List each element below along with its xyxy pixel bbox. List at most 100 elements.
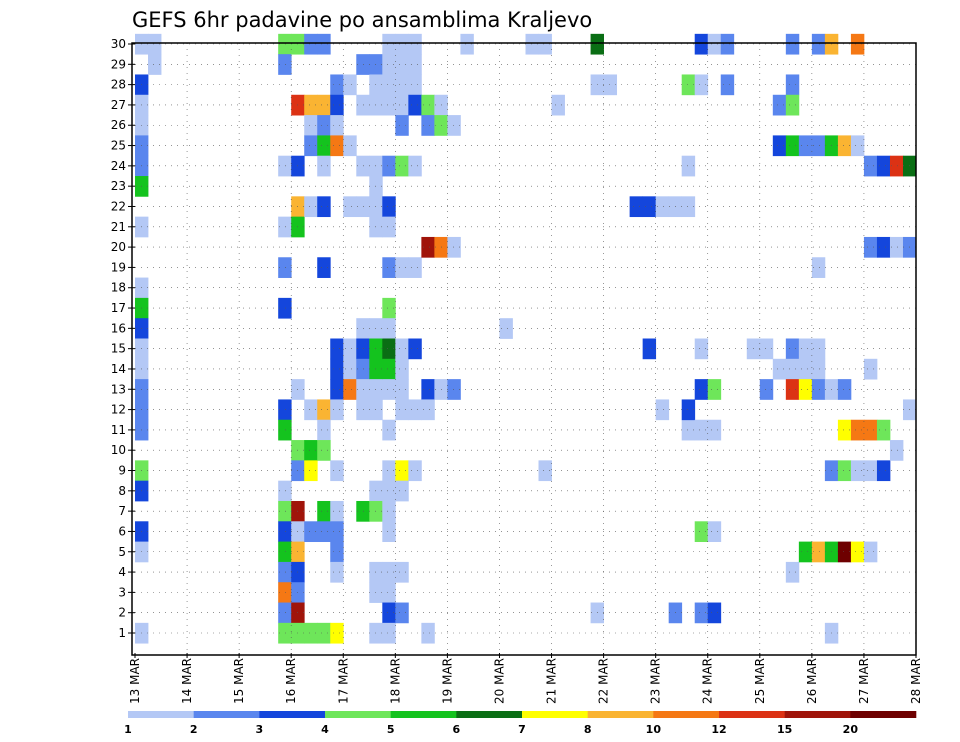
heatmap-cell: [421, 379, 435, 400]
y-tick-label: 14: [111, 362, 126, 376]
heatmap-cell: [681, 399, 696, 421]
heatmap-cell: [837, 541, 852, 563]
heatmap-cell: [395, 94, 409, 116]
y-tick-label: 23: [111, 179, 126, 193]
heatmap-cell: [785, 94, 800, 116]
y-tick-label: 16: [111, 321, 126, 335]
heatmap-cell: [356, 379, 370, 400]
colorbar-label: 7: [518, 723, 526, 736]
x-tick-label: 19 MAR: [440, 658, 454, 704]
heatmap-cell: [330, 135, 344, 157]
heatmap-cell: [317, 155, 331, 177]
colorbar-legend: 1 2 3 4 5 6 7 8 10 12 15 20: [124, 711, 917, 736]
heatmap-cell: [655, 196, 670, 218]
heatmap-cell: [538, 33, 552, 55]
heatmap-cell: [447, 236, 461, 258]
x-tick-label: 22 MAR: [597, 658, 611, 704]
y-tick-label: 5: [118, 545, 126, 559]
y-tick-label: 4: [118, 565, 126, 579]
heatmap-cell: [785, 561, 800, 583]
heatmap-cell: [811, 33, 826, 55]
heatmap-cell: [369, 582, 383, 603]
x-tick-label: 26 MAR: [805, 658, 819, 704]
heatmap-cell: [278, 480, 292, 502]
heatmap-cell: [876, 155, 891, 177]
heatmap-cell: [382, 257, 396, 278]
heatmap-cell: [837, 419, 852, 441]
heatmap-cell: [369, 176, 383, 197]
colorbar-label: 3: [256, 723, 264, 736]
colorbar-label: 6: [453, 723, 461, 736]
heatmap-cell: [278, 561, 292, 583]
y-tick-label: 30: [111, 37, 126, 51]
heatmap-cell: [369, 155, 383, 177]
heatmap-cell: [694, 602, 709, 624]
heatmap-cell: [356, 338, 370, 360]
y-tick-label: 24: [111, 159, 126, 173]
heatmap-cell: [330, 561, 344, 583]
y-axis: 1234567891011121314151617181920212223242…: [111, 37, 135, 640]
heatmap-cell: [889, 155, 904, 177]
y-tick-label: 7: [118, 504, 126, 518]
heatmap-cell: [330, 74, 344, 96]
heatmap-cell: [356, 94, 370, 116]
x-tick-label: 17 MAR: [336, 658, 350, 704]
x-tick-label: 20 MAR: [492, 658, 506, 704]
heatmap-cell: [395, 257, 409, 278]
heatmap-cell: [382, 318, 396, 339]
heatmap-cell: [317, 399, 331, 421]
heatmap-cell: [811, 358, 826, 380]
heatmap-cell: [642, 338, 657, 360]
heatmap-cell: [837, 379, 852, 400]
heatmap-cell: [629, 196, 644, 218]
heatmap-cell: [304, 622, 318, 644]
y-tick-label: 29: [111, 57, 126, 71]
y-tick-label: 10: [111, 443, 126, 457]
heatmap-cell: [330, 500, 344, 522]
heatmap-cell: [395, 379, 409, 400]
heatmap-cell: [850, 33, 865, 55]
heatmap-cell: [759, 338, 774, 360]
heatmap-cell: [356, 399, 370, 421]
heatmap-cell: [382, 582, 396, 603]
heatmap-cell: [369, 480, 383, 502]
heatmap-cell: [304, 94, 318, 116]
heatmap-cell: [278, 541, 292, 563]
heatmap-cell: [317, 33, 331, 55]
y-tick-label: 25: [111, 139, 126, 153]
heatmap-cell: [369, 216, 383, 238]
heatmap-cell: [369, 622, 383, 644]
heatmap-cell: [330, 460, 344, 482]
heatmap-cell: [811, 257, 826, 278]
heatmap-cell: [395, 54, 409, 75]
heatmap-cell: [395, 460, 409, 482]
heatmap-cell: [395, 115, 409, 136]
x-tick-label: 18 MAR: [388, 658, 402, 704]
heatmap-cell: [694, 338, 709, 360]
heatmap-cell: [382, 622, 396, 644]
heatmap-cell: [889, 440, 904, 461]
heatmap-cell: [395, 480, 409, 502]
heatmap-cell: [421, 622, 435, 644]
y-tick-label: 27: [111, 98, 126, 112]
heatmap-cell: [304, 460, 318, 482]
heatmap-cell: [707, 33, 722, 55]
heatmap-cell: [343, 74, 357, 96]
heatmap-cell: [408, 155, 422, 177]
x-tick-label: 23 MAR: [649, 658, 663, 704]
colorbar-swatch: [653, 711, 720, 718]
heatmap-cell: [421, 236, 435, 258]
heatmap-cell: [863, 155, 878, 177]
heatmap-cell: [525, 33, 539, 55]
heatmap-cell: [382, 561, 396, 583]
heatmap-cell: [876, 460, 891, 482]
heatmap-cell: [421, 94, 435, 116]
heatmap-cell: [655, 399, 670, 421]
heatmap-cell: [538, 460, 552, 482]
heatmap-cell: [811, 338, 826, 360]
heatmap-cell: [447, 115, 461, 136]
heatmap-cell: [681, 74, 696, 96]
heatmap-cell: [811, 379, 826, 400]
heatmap-cell: [408, 257, 422, 278]
x-tick-label: 13 MAR: [128, 658, 142, 704]
